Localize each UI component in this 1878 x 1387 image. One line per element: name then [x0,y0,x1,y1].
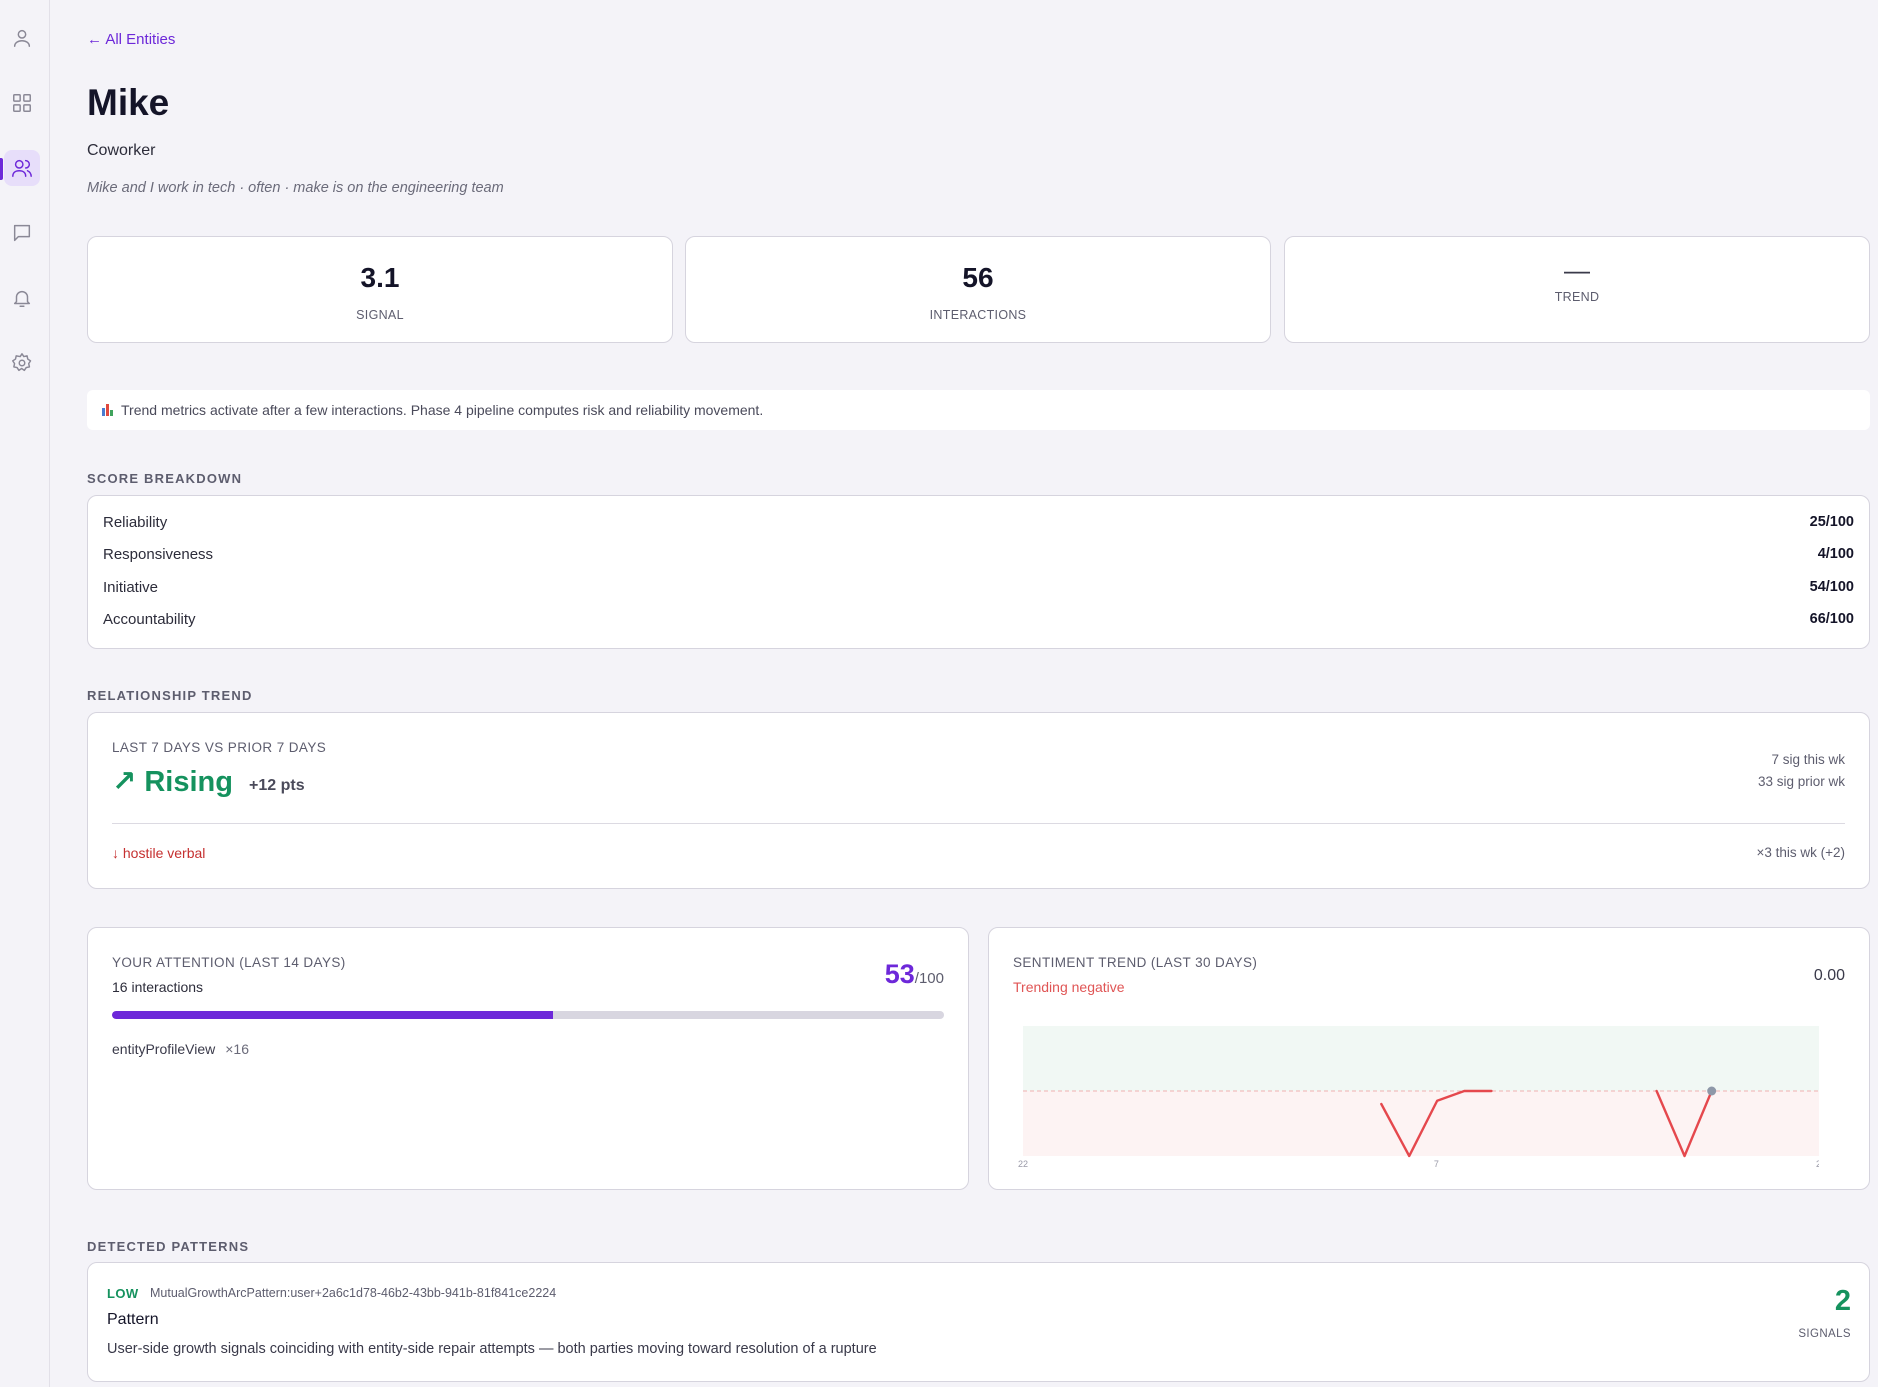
sidebar-item-messages[interactable] [4,215,40,251]
score-value: 25/100 [1809,514,1854,530]
score-value: 4/100 [1817,546,1854,562]
sentiment-line [1655,1089,1713,1158]
x-tick-label: 21 [1816,1159,1819,1169]
sentiment-card: SENTIMENT TREND (LAST 30 DAYS) Trending … [988,927,1870,1190]
signal-label: SIGNAL [356,308,404,322]
score-value: 66/100 [1809,611,1854,627]
notice-text: Trend metrics activate after a few inter… [121,402,764,418]
score-breakdown-card: Reliability 25/100 Responsiveness 4/100 … [87,495,1870,649]
relationship-trend-title: RELATIONSHIP TREND [87,688,253,703]
pattern-description: User-side growth signals coinciding with… [107,1341,877,1357]
users-icon [12,159,32,177]
sidebar-active-indicator [0,158,3,180]
score-label: Responsiveness [103,546,214,563]
score-label: Reliability [103,514,168,531]
attention-title: YOUR ATTENTION (LAST 14 DAYS) [112,955,346,970]
score-row: Responsiveness 4/100 [103,546,1854,566]
signals-this-week: 7 sig this wk [1771,752,1845,767]
positive-band [1023,1026,1819,1091]
bell-icon [13,290,31,307]
trend-value: — [1564,255,1590,285]
trend-caption: LAST 7 DAYS VS PRIOR 7 DAYS [112,740,327,755]
negative-signal-count: ×3 this wk (+2) [1756,845,1845,860]
divider [112,823,1845,824]
attention-score: 53/100 [885,959,944,990]
sentiment-line [1380,1089,1493,1158]
pattern-level-badge: LOW [107,1286,139,1301]
x-tick-label: 22 [1018,1159,1028,1169]
bar-chart-icon [101,403,115,417]
signal-stat-card: 3.1 SIGNAL [87,236,673,343]
attention-score-suffix: /100 [914,970,944,987]
pattern-id: MutualGrowthArcPattern:user+2a6c1d78-46b… [150,1286,557,1300]
back-link[interactable]: ← All Entities [87,31,176,48]
trend-delta: +12 pts [249,777,305,794]
negative-signal: ↓ hostile verbal [112,845,206,861]
trend-label: TREND [1554,290,1600,304]
detected-patterns-title: DETECTED PATTERNS [87,1239,250,1254]
entity-relation: Coworker [87,142,156,159]
attention-progress-fill [112,1011,553,1019]
sentiment-value: 0.00 [1813,967,1845,984]
user-icon [13,29,31,47]
score-label: Accountability [103,611,196,628]
attention-item-count: ×16 [225,1041,249,1057]
relationship-trend-card: LAST 7 DAYS VS PRIOR 7 DAYS ↗ Rising +12… [87,712,1870,889]
pattern-signal-count: 2 [1834,1285,1851,1317]
attention-score-value: 53 [884,959,915,989]
sentiment-title: SENTIMENT TREND (LAST 30 DAYS) [1013,955,1258,970]
trend-notice: Trend metrics activate after a few inter… [87,390,1870,430]
entity-description: Mike and I work in tech · often · make i… [87,180,504,196]
score-row: Accountability 66/100 [103,611,1854,631]
latest-point [1707,1086,1717,1096]
sidebar-item-notifications[interactable] [4,280,40,316]
attention-card: YOUR ATTENTION (LAST 14 DAYS) 16 interac… [87,927,969,1190]
sidebar-item-settings[interactable] [4,345,40,381]
pattern-card[interactable]: LOW MutualGrowthArcPattern:user+2a6c1d78… [87,1262,1870,1382]
signal-value: 3.1 [360,262,400,293]
negative-band [1023,1091,1819,1156]
attention-item-label: entityProfileView [112,1041,216,1057]
x-tick-label: 7 [1434,1159,1439,1169]
score-value: 54/100 [1809,579,1854,595]
pattern-signal-label: SIGNALS [1798,1328,1851,1340]
sidebar-item-profile[interactable] [4,20,40,56]
sidebar-item-dashboard[interactable] [4,85,40,121]
attention-item: entityProfileView ×16 [112,1041,249,1057]
grid-icon [13,94,31,112]
interactions-value: 56 [962,262,994,293]
sidebar-item-entities[interactable] [4,150,40,186]
page-title: Mike [87,82,170,123]
chat-icon [13,224,31,242]
interactions-label: INTERACTIONS [929,308,1027,322]
sentiment-chart: 22 7 21 [1018,1026,1819,1169]
score-row: Reliability 25/100 [103,514,1854,534]
gear-icon [12,353,32,372]
score-label: Initiative [103,579,159,596]
score-row: Initiative 54/100 [103,579,1854,599]
score-breakdown-title: SCORE BREAKDOWN [87,471,243,486]
attention-progress-bar [112,1011,944,1019]
attention-interactions: 16 interactions [112,979,204,995]
signals-prior-week: 33 sig prior wk [1757,774,1845,789]
trend-stat-card: — TREND [1284,236,1870,343]
pattern-name: Pattern [107,1311,159,1328]
interactions-stat-card: 56 INTERACTIONS [685,236,1271,343]
sidebar [0,0,50,1387]
sentiment-status: Trending negative [1013,979,1125,995]
trend-direction: ↗ Rising [112,766,233,798]
